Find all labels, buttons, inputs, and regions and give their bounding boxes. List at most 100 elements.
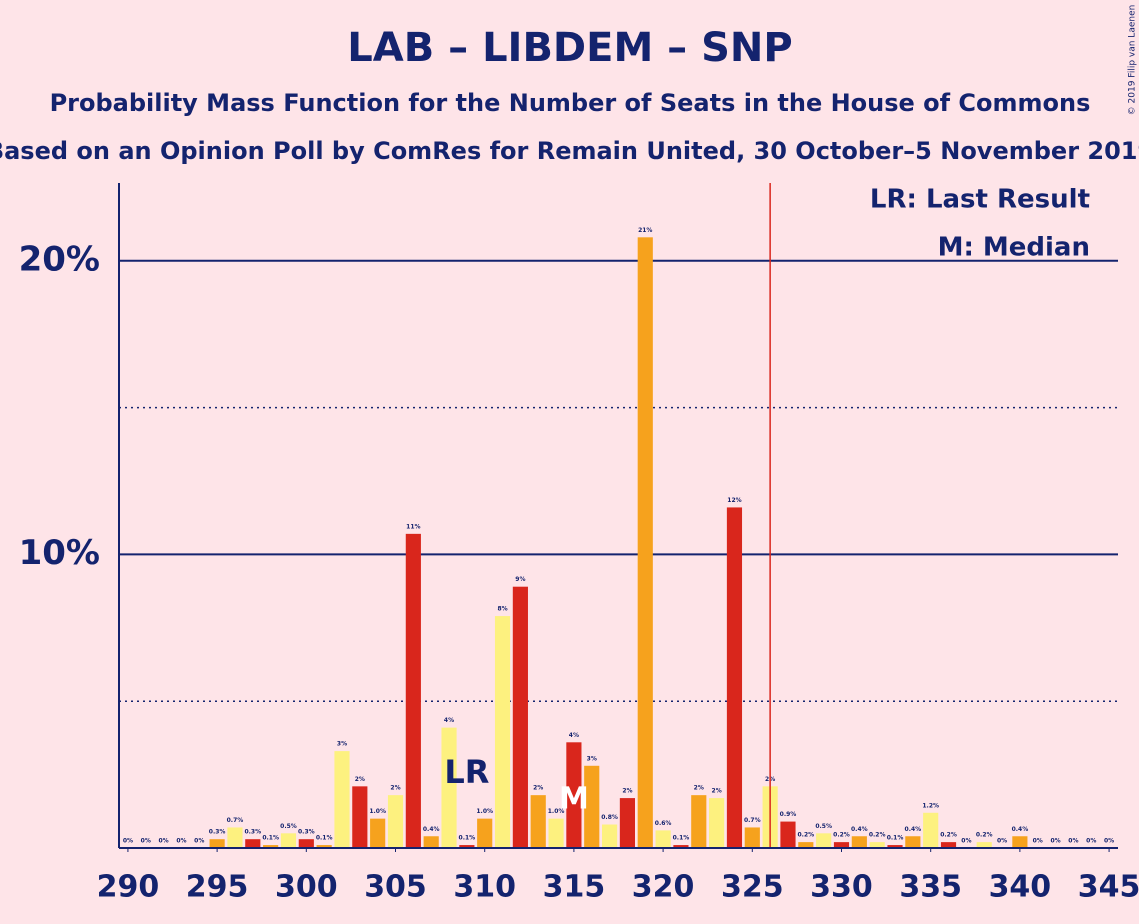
value-label: 0.1% [316,835,333,842]
x-tick-label: 335 [899,870,962,905]
bar [494,616,511,848]
bar [744,827,760,848]
bar [566,742,582,848]
value-label: 0.1% [887,835,904,842]
bar [459,845,475,848]
value-label: 1.2% [922,802,939,809]
bar [816,833,832,848]
value-label: 0.4% [1012,826,1029,833]
value-label: 0.6% [655,820,672,827]
bar [477,818,493,848]
value-label: 0.8% [601,814,618,821]
x-tick-label: 340 [989,870,1052,905]
value-label: 0.4% [905,826,922,833]
bar [905,836,921,848]
bar [405,533,421,848]
value-label: 4% [569,732,579,739]
bar [352,786,368,848]
value-label: 12% [727,497,741,504]
bar [548,818,564,848]
value-label: 0.3% [209,829,226,836]
subtitle: Probability Mass Function for the Number… [50,89,1091,117]
value-label: 0% [1068,838,1078,845]
bar [601,824,618,848]
x-tick-label: 305 [364,870,427,905]
value-label: 0.5% [815,823,832,830]
value-label: 4% [444,717,454,724]
value-label: 2% [533,785,543,792]
value-label: 0.4% [423,826,440,833]
value-label: 0.2% [833,832,850,839]
value-label: 8% [497,606,507,613]
value-label: 0% [997,838,1007,845]
copyright: © 2019 Filip van Laenen [1128,5,1138,116]
value-label: 11% [406,523,420,530]
bar [227,827,243,848]
x-tick-label: 325 [721,870,784,905]
value-label: 0.2% [797,832,814,839]
bar [798,842,814,848]
bar [851,836,867,848]
bar [940,842,957,848]
bar [655,830,671,848]
x-tick-label: 300 [275,870,338,905]
value-label: 0.1% [262,835,279,842]
bar [833,842,850,848]
value-label: 2% [622,788,632,795]
bar [316,845,332,848]
value-label: 0% [176,838,186,845]
value-label: 1.0% [369,808,386,815]
bar [619,798,636,848]
last-result-marker: LR [444,753,489,791]
bar [780,821,796,848]
y-tick-label: 20% [19,239,100,279]
value-label: 0% [1104,838,1114,845]
x-tick-label: 345 [1078,870,1139,905]
value-label: 3% [587,755,597,762]
bar [245,839,261,848]
x-tick-label: 315 [543,870,606,905]
value-label: 0.3% [244,829,261,836]
value-label: 2% [355,776,365,783]
value-label: 0.7% [227,817,244,824]
bar [370,818,386,848]
value-label: 2% [712,788,722,795]
value-label: 1.0% [548,808,565,815]
value-label: 0.2% [976,832,993,839]
bar [976,842,992,848]
x-tick-label: 290 [97,870,160,905]
value-label: 0.7% [744,817,761,824]
bar [673,845,689,848]
bar [1012,836,1028,848]
value-label: 0.9% [780,811,797,818]
x-tick-label: 330 [810,870,873,905]
value-label: 0% [159,838,169,845]
bar [441,727,457,848]
bar [887,845,903,848]
bar [869,842,885,848]
bar [263,845,279,848]
value-label: 2% [694,785,704,792]
bar [512,586,528,848]
value-label: 0% [961,838,971,845]
bar [726,507,743,848]
value-label: 0.4% [851,826,868,833]
bar [298,839,314,848]
value-label: 0% [1086,838,1096,845]
bar [423,836,439,848]
value-label: 0% [1050,838,1060,845]
value-label: 0.2% [869,832,886,839]
median-marker: M [559,782,589,817]
bar [334,751,350,848]
value-label: 0% [194,838,204,845]
bar [584,765,600,848]
value-label: 21% [638,227,652,234]
value-label: 0.2% [940,832,957,839]
bar [709,798,725,848]
bar [387,795,404,848]
bar [209,839,225,848]
x-tick-label: 320 [632,870,695,905]
x-tick-label: 310 [453,870,516,905]
